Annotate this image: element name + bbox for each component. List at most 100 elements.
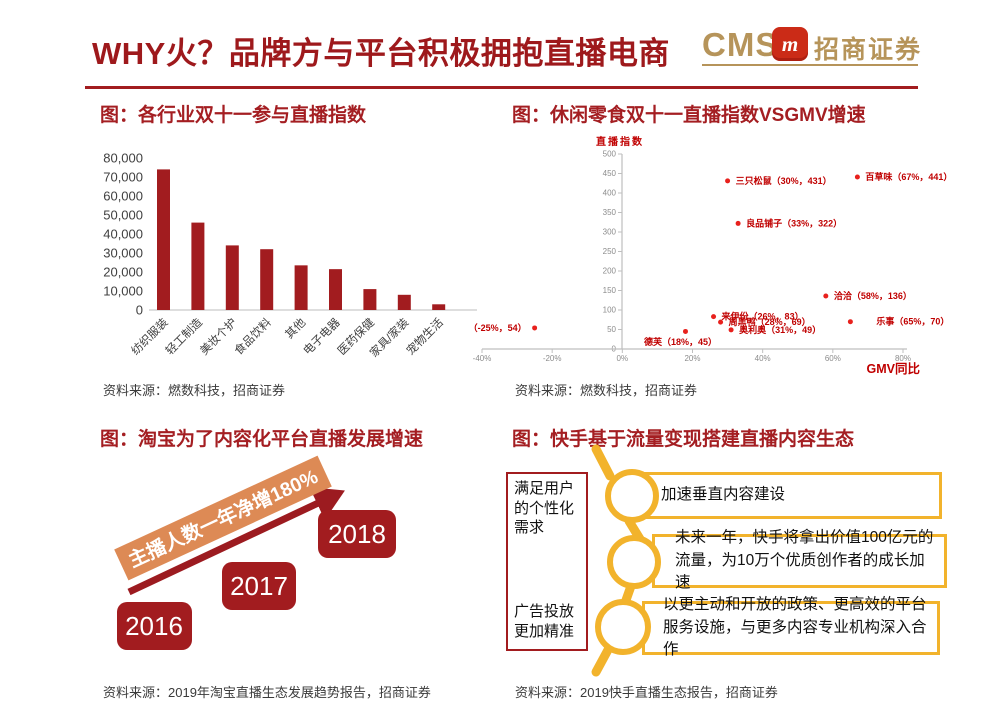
- kuaishou-item-1: 加速垂直内容建设: [640, 472, 942, 519]
- growth-banner-shape: [114, 455, 332, 581]
- bar-纺织服装: [157, 169, 170, 310]
- scatter-x-tick: -20%: [543, 354, 562, 363]
- chain-link-2: [624, 516, 645, 544]
- bar-category-label: 轻工制造: [163, 315, 206, 358]
- taobao-diagram-source: 资料来源：2019年淘宝直播生态发展趋势报告，招商证券: [103, 685, 431, 700]
- kuaishou-item-3: 以更主动和开放的政策、更高效的平台服务设施，与更多内容专业机构深入合作: [642, 596, 940, 658]
- scatter-y-tick: 100: [603, 306, 617, 315]
- bar-chart: 0 10,000 20,000 30,000 40,000 50,000 60,000 70,…: [103, 151, 477, 360]
- bar-其他: [294, 265, 308, 310]
- bar-y-tick: 0: [136, 303, 143, 318]
- scatter-y-tick: 200: [603, 267, 617, 276]
- scatter-label-三只松鼠: 三只松鼠（30%，431）: [736, 175, 832, 186]
- bar-y-tick: 30,000: [103, 246, 143, 261]
- kuaishou-diagram-title: 图：快手基于流量变现搭建直播内容生态: [512, 429, 855, 450]
- bar-category-label: 宠物生活: [403, 315, 445, 357]
- bar-category-label: 美妆个护: [197, 315, 239, 357]
- scatter-x-tick: 20%: [684, 354, 700, 363]
- scatter-label-乐事: 乐事（65%，70）: [876, 316, 949, 327]
- scatter-y-tick: 250: [603, 247, 617, 256]
- scatter-y-tick: 500: [603, 150, 617, 159]
- brand-name: 招商证券: [814, 36, 923, 64]
- scatter-y-tick: 350: [603, 208, 617, 217]
- scatter-point-德芙: [682, 328, 688, 334]
- scatter-y-tick: 400: [603, 189, 617, 198]
- bar-医药保健: [363, 289, 377, 310]
- kuaishou-item-3-text: 以更主动和开放的政策、更高效的平台服务设施，与更多内容专业机构深入合作: [663, 596, 927, 659]
- bar-y-tick: 10,000: [103, 284, 143, 299]
- scatter-point-良品铺子: [735, 220, 741, 226]
- bar-食品饮料: [260, 249, 274, 310]
- growth-banner: 主播人数一年净增180%: [114, 455, 332, 581]
- scatter-point-乐事: [847, 319, 853, 325]
- cms-logo-text: CMS: [702, 26, 779, 63]
- chain-tail: [591, 643, 614, 677]
- scatter-y-tick: 50: [607, 325, 616, 334]
- header-divider: [85, 86, 918, 89]
- scatter-label-奥利奥: 奥利奥（31%，49）: [738, 324, 821, 335]
- taobao-diagram: 主播人数一年净增180% 2016 2017 2018: [114, 455, 396, 650]
- taobao-diagram-title: 图：淘宝为了内容化平台直播发展增速: [100, 429, 424, 450]
- scatter-chart: 050100150200250300350400450500-40%-20%0%…: [470, 135, 952, 376]
- bar-category-label: 纺织服装: [128, 315, 171, 358]
- bar-category-label: 食品饮料: [231, 315, 274, 358]
- chain-link-top: [591, 444, 615, 481]
- chain-circle-3: [595, 599, 651, 655]
- scatter-y-tick: 150: [603, 286, 617, 295]
- bar-chart-source: 资料来源：燃数科技，招商证券: [103, 383, 286, 398]
- scatter-point-百草味: [854, 174, 860, 180]
- scatter-x-axis-label: GMV同比: [867, 361, 921, 376]
- year-box-2018: 2018: [318, 510, 396, 558]
- scatter-chart-source: 资料来源：燃数科技，招商证券: [515, 383, 698, 398]
- scatter-y-axis-label: 直播指数: [596, 135, 644, 148]
- scatter-label-良品铺子: 良品铺子（33%，322）: [746, 217, 842, 228]
- scatter-x-tick: 0%: [617, 354, 629, 363]
- bar-y-tick: 40,000: [103, 227, 143, 242]
- bar-宠物生活: [432, 304, 446, 310]
- scatter-x-tick: 40%: [755, 354, 771, 363]
- bar-category-label: 电子电器: [301, 316, 343, 358]
- kuaishou-diagram-source: 资料来源：2019快手直播生态报告，招商证券: [515, 685, 778, 700]
- bar-家具/家装: [397, 294, 411, 310]
- scatter-x-tick: -40%: [473, 354, 492, 363]
- scatter-x-tick: 60%: [825, 354, 841, 363]
- scatter-label-百草味: 百草味（67%，441）: [865, 171, 952, 182]
- chain-circle-2: [607, 535, 661, 589]
- chain-link-3: [620, 581, 636, 608]
- kuaishou-item-2-text: 未来一年，快手将拿出价值100亿元的流量，为10万个优质创作者的成长加速: [675, 529, 934, 592]
- scatter-label-沃隆: 沃隆（-25%，54）: [470, 322, 527, 333]
- year-2017-label: 2017: [230, 571, 288, 601]
- year-box-2016: 2016: [117, 602, 192, 650]
- kuaishou-need-top: 满足用户的个性化需求: [514, 480, 575, 536]
- scatter-point-三只松鼠: [725, 178, 731, 184]
- scatter-point-来伊份: [711, 314, 717, 320]
- bar-电子电器: [329, 269, 342, 310]
- bar-y-tick: 60,000: [103, 189, 143, 204]
- bar-y-tick: 50,000: [103, 208, 143, 223]
- kuaishou-item-2: 未来一年，快手将拿出价值100亿元的流量，为10万个优质创作者的成长加速: [652, 529, 947, 591]
- scatter-point-周黑鸭: [718, 319, 724, 325]
- kuaishou-item-1-text: 加速垂直内容建设: [661, 486, 786, 504]
- kuaishou-needs-box: 满足用户的个性化需求 广告投放更加精准: [506, 472, 588, 651]
- scatter-label-周黑鸭: 周黑鸭（28%，69）: [729, 316, 811, 327]
- bar-y-tick: 80,000: [103, 151, 143, 166]
- page-title: WHY火？品牌方与平台积极拥抱直播电商: [92, 36, 670, 71]
- bar-chart-title: 图：各行业双十一参与直播指数: [100, 105, 367, 126]
- scatter-chart-title: 图：休闲零食双十一直播指数VSGMV增速: [512, 105, 866, 126]
- scatter-label-德芙: 德芙（18%，45）: [644, 336, 717, 347]
- bar-y-tick: 20,000: [103, 265, 143, 280]
- cms-m-icon: m: [772, 27, 808, 61]
- year-2016-label: 2016: [125, 611, 183, 641]
- bar-y-tick: 70,000: [103, 170, 143, 185]
- scatter-label-洽洽: 洽洽（58%，136）: [834, 290, 912, 301]
- scatter-x-tick: 80%: [895, 354, 911, 363]
- bar-category-label: 其他: [283, 316, 309, 342]
- scatter-y-tick: 450: [603, 169, 617, 178]
- scatter-y-tick: 300: [603, 228, 617, 237]
- growth-arrow: [127, 487, 345, 596]
- kuaishou-need-bottom: 广告投放更加精准: [514, 603, 575, 640]
- scatter-label-来伊份: 来伊份（26%，83）: [721, 311, 804, 322]
- logo-underline: [702, 64, 918, 66]
- scatter-point-沃隆: [532, 325, 538, 331]
